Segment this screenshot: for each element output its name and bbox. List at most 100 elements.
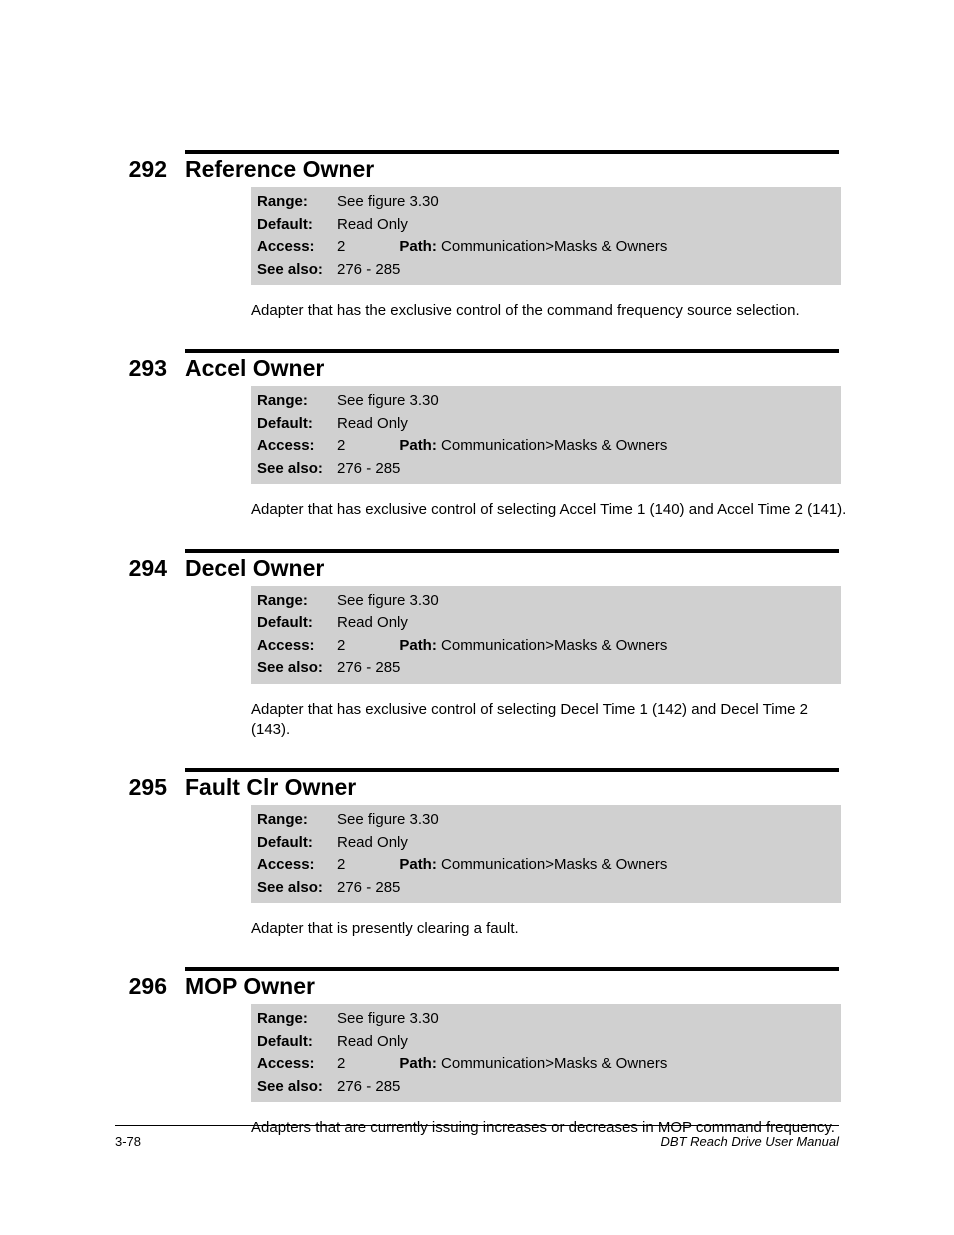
default-value: Read Only xyxy=(337,413,408,436)
default-value: Read Only xyxy=(337,612,408,635)
path-value: Communication>Masks & Owners xyxy=(441,856,667,873)
range-label: Range: xyxy=(257,191,337,214)
default-value: Read Only xyxy=(337,832,408,855)
path-value: Communication>Masks & Owners xyxy=(441,1055,667,1072)
param-number: 294 xyxy=(115,555,185,582)
param-info-box: Range: See figure 3.30 Default: Read Onl… xyxy=(251,187,841,285)
range-label: Range: xyxy=(257,809,337,832)
access-value: 2 xyxy=(337,435,345,458)
see-also-value: 276 - 285 xyxy=(337,657,400,680)
access-value: 2 xyxy=(337,635,345,658)
path-label: Path: xyxy=(399,856,437,873)
see-also-label: See also: xyxy=(257,657,337,680)
see-also-row: See also: 276 - 285 xyxy=(251,657,841,680)
range-label: Range: xyxy=(257,390,337,413)
page: 292 Reference Owner Range: See figure 3.… xyxy=(0,0,954,1235)
range-value: See figure 3.30 xyxy=(337,590,439,613)
section-rule xyxy=(185,150,839,154)
access-label: Access: xyxy=(257,435,337,458)
param-number: 295 xyxy=(115,774,185,801)
access-row: Access: 2 Path: Communication>Masks & Ow… xyxy=(251,635,841,658)
default-label: Default: xyxy=(257,832,337,855)
see-also-row: See also: 276 - 285 xyxy=(251,458,841,481)
param-title: Fault Clr Owner xyxy=(185,774,356,801)
default-value: Read Only xyxy=(337,214,408,237)
see-also-row: See also: 276 - 285 xyxy=(251,1076,841,1099)
range-label: Range: xyxy=(257,590,337,613)
param-description: Adapter that has exclusive control of se… xyxy=(251,500,851,520)
default-value: Read Only xyxy=(337,1031,408,1054)
range-value: See figure 3.30 xyxy=(337,809,439,832)
param-info-box: Range: See figure 3.30 Default: Read Onl… xyxy=(251,1004,841,1102)
path-label: Path: xyxy=(399,437,437,454)
range-value: See figure 3.30 xyxy=(337,390,439,413)
access-label: Access: xyxy=(257,1053,337,1076)
access-label: Access: xyxy=(257,236,337,259)
range-row: Range: See figure 3.30 xyxy=(251,191,841,214)
see-also-label: See also: xyxy=(257,877,337,900)
see-also-row: See also: 276 - 285 xyxy=(251,877,841,900)
param-header: 294 Decel Owner xyxy=(115,555,839,582)
param-block: 294 Decel Owner Range: See figure 3.30 D… xyxy=(115,549,839,741)
param-number: 293 xyxy=(115,355,185,382)
param-title: Accel Owner xyxy=(185,355,324,382)
param-info-box: Range: See figure 3.30 Default: Read Onl… xyxy=(251,805,841,903)
param-description: Adapter that is presently clearing a fau… xyxy=(251,919,851,939)
param-description: Adapter that has exclusive control of se… xyxy=(251,700,851,741)
see-also-value: 276 - 285 xyxy=(337,877,400,900)
default-row: Default: Read Only xyxy=(251,832,841,855)
see-also-value: 276 - 285 xyxy=(337,259,400,282)
section-rule xyxy=(185,349,839,353)
param-header: 293 Accel Owner xyxy=(115,355,839,382)
param-info-box: Range: See figure 3.30 Default: Read Onl… xyxy=(251,386,841,484)
section-rule xyxy=(185,549,839,553)
param-block: 296 MOP Owner Range: See figure 3.30 Def… xyxy=(115,967,839,1138)
param-info-box: Range: See figure 3.30 Default: Read Onl… xyxy=(251,586,841,684)
see-also-row: See also: 276 - 285 xyxy=(251,259,841,282)
path-section: Path: Communication>Masks & Owners xyxy=(399,854,667,877)
path-value: Communication>Masks & Owners xyxy=(441,637,667,654)
see-also-label: See also: xyxy=(257,458,337,481)
range-row: Range: See figure 3.30 xyxy=(251,809,841,832)
param-header: 296 MOP Owner xyxy=(115,973,839,1000)
access-row: Access: 2 Path: Communication>Masks & Ow… xyxy=(251,435,841,458)
access-row: Access: 2 Path: Communication>Masks & Ow… xyxy=(251,236,841,259)
default-label: Default: xyxy=(257,1031,337,1054)
access-value: 2 xyxy=(337,236,345,259)
default-row: Default: Read Only xyxy=(251,214,841,237)
path-value: Communication>Masks & Owners xyxy=(441,238,667,255)
range-row: Range: See figure 3.30 xyxy=(251,1008,841,1031)
page-footer: 3-78 DBT Reach Drive User Manual xyxy=(115,1125,839,1149)
see-also-value: 276 - 285 xyxy=(337,458,400,481)
param-description: Adapter that has the exclusive control o… xyxy=(251,301,851,321)
section-rule xyxy=(185,967,839,971)
section-rule xyxy=(185,768,839,772)
access-row: Access: 2 Path: Communication>Masks & Ow… xyxy=(251,1053,841,1076)
range-row: Range: See figure 3.30 xyxy=(251,390,841,413)
path-value: Communication>Masks & Owners xyxy=(441,437,667,454)
path-section: Path: Communication>Masks & Owners xyxy=(399,435,667,458)
see-also-label: See also: xyxy=(257,259,337,282)
default-row: Default: Read Only xyxy=(251,413,841,436)
param-number: 292 xyxy=(115,156,185,183)
default-row: Default: Read Only xyxy=(251,1031,841,1054)
path-label: Path: xyxy=(399,1055,437,1072)
range-row: Range: See figure 3.30 xyxy=(251,590,841,613)
page-number: 3-78 xyxy=(115,1134,141,1149)
range-label: Range: xyxy=(257,1008,337,1031)
default-row: Default: Read Only xyxy=(251,612,841,635)
default-label: Default: xyxy=(257,413,337,436)
param-title: Decel Owner xyxy=(185,555,324,582)
path-section: Path: Communication>Masks & Owners xyxy=(399,236,667,259)
see-also-value: 276 - 285 xyxy=(337,1076,400,1099)
path-label: Path: xyxy=(399,637,437,654)
range-value: See figure 3.30 xyxy=(337,191,439,214)
see-also-label: See also: xyxy=(257,1076,337,1099)
path-label: Path: xyxy=(399,238,437,255)
access-label: Access: xyxy=(257,854,337,877)
manual-title: DBT Reach Drive User Manual xyxy=(661,1134,839,1149)
param-block: 295 Fault Clr Owner Range: See figure 3.… xyxy=(115,768,839,939)
default-label: Default: xyxy=(257,214,337,237)
range-value: See figure 3.30 xyxy=(337,1008,439,1031)
access-value: 2 xyxy=(337,854,345,877)
